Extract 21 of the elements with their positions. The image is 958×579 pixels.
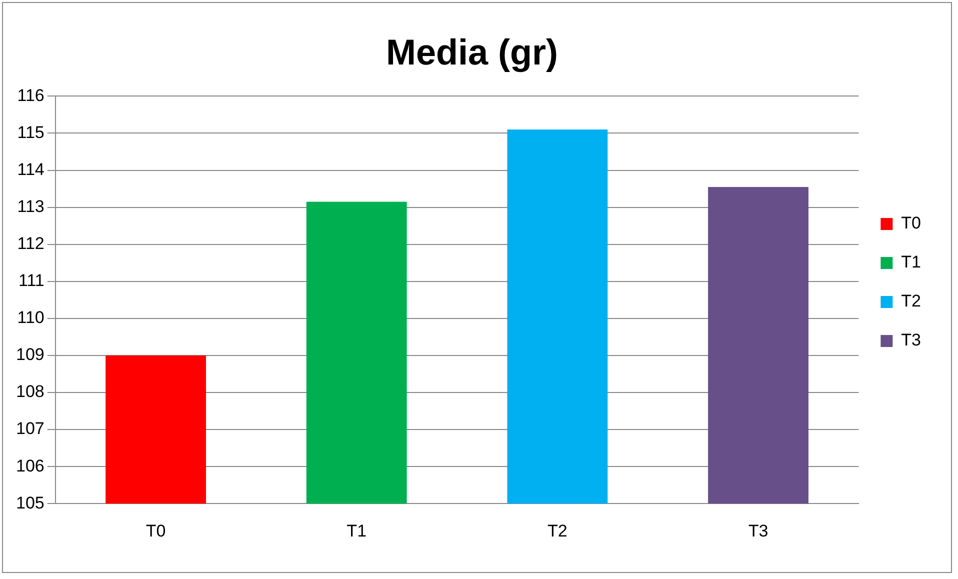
y-tick-label: 108: [16, 382, 44, 402]
y-tick-label: 106: [16, 456, 44, 476]
y-tick-label: 107: [16, 419, 44, 438]
y-tick-label: 116: [17, 86, 44, 105]
y-tick-label: 114: [17, 160, 44, 179]
legend-label: T2: [901, 292, 922, 311]
y-tick-label: 110: [17, 308, 44, 328]
y-tick-label: 105: [16, 493, 44, 512]
x-tick-label: T2: [548, 521, 568, 540]
chart-title: Media (gr): [386, 32, 558, 73]
x-tick-label: T1: [346, 521, 367, 540]
x-tick-label: T0: [146, 521, 166, 540]
y-tick-label: 115: [17, 122, 44, 142]
legend-label: T3: [901, 330, 922, 350]
y-tick-label: 109: [16, 345, 44, 364]
x-tick-label: T3: [748, 521, 768, 540]
y-tick-label: 112: [17, 234, 44, 254]
y-tick-label: 113: [17, 196, 44, 216]
legend-label: T0: [901, 214, 922, 233]
legend-label: T1: [901, 252, 922, 272]
y-tick-label: 111: [18, 271, 44, 290]
